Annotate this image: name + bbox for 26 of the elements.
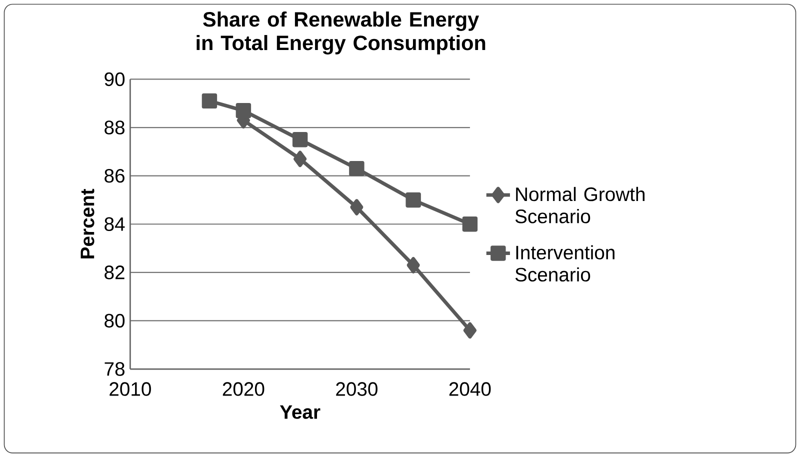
point [406, 192, 421, 208]
y-tick-label: 80 [104, 314, 125, 328]
y-axis-title: Percent [80, 188, 94, 258]
y-tick-label: 90 [104, 72, 125, 86]
x-tick-label: 2020 [222, 382, 264, 396]
x-tick-label: 2010 [110, 382, 151, 396]
y-tick-label: 82 [104, 265, 124, 280]
y-tick-label: 86 [104, 168, 124, 183]
legend-label: Normal Growth Scenario [515, 186, 644, 224]
x-axis-title: Year [280, 405, 320, 419]
point [462, 216, 478, 232]
point [202, 93, 218, 108]
x-tick-label: 2030 [336, 382, 378, 396]
point [236, 102, 252, 118]
point [350, 198, 364, 216]
y-tick-label: 88 [104, 120, 124, 134]
y-tick-label: 84 [104, 217, 125, 231]
point [292, 132, 308, 148]
point [294, 150, 307, 167]
legend-label: Intervention Scenario [515, 245, 614, 282]
point [406, 256, 420, 274]
x-tick-label: 2040 [449, 382, 491, 396]
point [463, 322, 477, 338]
y-tick-label: 78 [104, 362, 124, 376]
chart-title: Share of Renewable Energy in Total Energy Consumption [196, 11, 486, 54]
point [349, 160, 364, 176]
